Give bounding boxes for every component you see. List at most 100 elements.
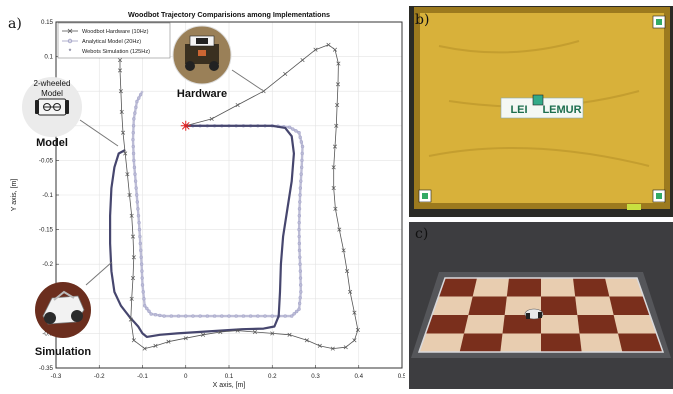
point-analytical: [297, 131, 301, 135]
x-tick-label: 0.1: [225, 373, 234, 380]
legend-label-hardware: Woodbot Hardware (10Hz): [82, 29, 149, 35]
point-analytical: [140, 283, 145, 287]
point-hardware: [120, 130, 126, 135]
point-hardware: [119, 109, 124, 115]
series-webots: [108, 124, 295, 338]
point-analytical: [241, 314, 246, 318]
legend-marker-analytical: [67, 38, 73, 44]
point-hardware: [335, 102, 340, 108]
point-analytical: [184, 314, 188, 318]
point-analytical: [297, 207, 302, 211]
point-analytical: [162, 314, 166, 318]
point-hardware: [330, 346, 335, 351]
model-title-line1: 2-wheeled: [34, 79, 71, 88]
point-analytical: [291, 127, 295, 131]
point-hardware: [332, 47, 338, 52]
point-analytical: [299, 179, 303, 183]
y-tick-label: 0.1: [44, 54, 53, 61]
point-hardware: [153, 343, 158, 348]
point-hardware: [125, 172, 130, 177]
y-tick-label: -0.35: [39, 365, 54, 372]
legend-marker-webots: *: [69, 49, 72, 56]
point-analytical: [220, 314, 224, 318]
point-hardware: [129, 213, 134, 218]
x-tick-label: -0.1: [137, 373, 148, 380]
panel-b-hardware-photo: LEI LEMUR b): [409, 6, 673, 217]
point-analytical: [137, 96, 141, 100]
hardware-callout: Hardware: [172, 25, 232, 100]
point-hardware: [166, 339, 171, 344]
point-hardware: [345, 269, 350, 274]
point-analytical: [205, 314, 210, 318]
point-hardware: [209, 116, 214, 121]
point-hardware: [313, 47, 318, 52]
simulated-robot: [524, 308, 544, 320]
model-title-line2: Model: [41, 89, 63, 98]
point-analytical: [133, 111, 137, 115]
floor-tile: [575, 296, 614, 315]
point-hardware: [331, 165, 336, 170]
point-hardware: [127, 192, 132, 198]
point-analytical: [263, 314, 267, 318]
point-hardware: [335, 82, 341, 87]
point-analytical: [297, 234, 301, 239]
point-analytical: [135, 193, 139, 197]
floor-tile: [432, 296, 473, 315]
point-analytical: [139, 255, 143, 259]
point-analytical: [131, 131, 135, 135]
model-caption: Model: [36, 137, 68, 149]
point-analytical: [298, 269, 303, 273]
point-analytical: [298, 186, 303, 190]
sign-text-left: LEI: [510, 104, 527, 116]
series-layer: [108, 42, 360, 351]
simulation-callout: Simulation: [35, 282, 91, 358]
point-analytical: [212, 314, 217, 318]
point-hardware: [355, 327, 360, 332]
x-axis-label: X axis, [m]: [213, 382, 246, 389]
chart-title: Woodbot Trajectory Comparisions among Im…: [128, 10, 330, 19]
y-tick-label: -0.05: [39, 157, 54, 164]
point-hardware: [333, 206, 338, 211]
series-analytical: [131, 90, 305, 318]
point-hardware: [130, 275, 136, 281]
point-analytical: [298, 200, 302, 204]
floor-tile: [419, 333, 464, 352]
point-analytical: [298, 276, 303, 280]
hardware-caption: Hardware: [177, 88, 227, 100]
x-tick-label: -0.2: [94, 373, 105, 380]
point-analytical: [132, 117, 136, 121]
point-hardware: [331, 186, 336, 191]
y-tick-label: -0.2: [42, 261, 53, 268]
point-analytical: [136, 214, 141, 218]
y-tick-label: -0.1: [42, 192, 53, 199]
point-hardware: [326, 42, 331, 47]
point-analytical: [300, 151, 304, 156]
point-hardware: [334, 123, 339, 128]
floor-tile: [541, 315, 580, 334]
point-analytical: [145, 306, 149, 311]
point-hardware: [131, 255, 136, 260]
point-analytical: [297, 248, 302, 253]
point-analytical: [131, 124, 136, 128]
two-wheeled-robot-icon: [35, 98, 69, 116]
point-analytical: [142, 304, 147, 308]
point-analytical: [297, 214, 302, 218]
arena-photo: LEI LEMUR: [409, 6, 673, 217]
point-hardware: [235, 102, 240, 108]
point-analytical: [294, 309, 299, 314]
point-analytical: [133, 179, 138, 183]
point-analytical: [141, 290, 145, 294]
board-sticker: [627, 204, 641, 210]
model-leader-line: [79, 119, 119, 147]
point-hardware: [283, 71, 288, 76]
point-analytical: [270, 314, 274, 318]
chart-legend: Woodbot Hardware (10Hz) Analytical Model…: [57, 22, 171, 59]
point-hardware: [270, 331, 275, 336]
point-hardware: [287, 332, 292, 337]
point-analytical: [158, 313, 162, 318]
floor-tile: [500, 333, 541, 352]
point-hardware: [337, 227, 342, 232]
point-analytical: [176, 314, 181, 318]
point-analytical: [136, 207, 140, 211]
point-hardware: [130, 234, 136, 239]
